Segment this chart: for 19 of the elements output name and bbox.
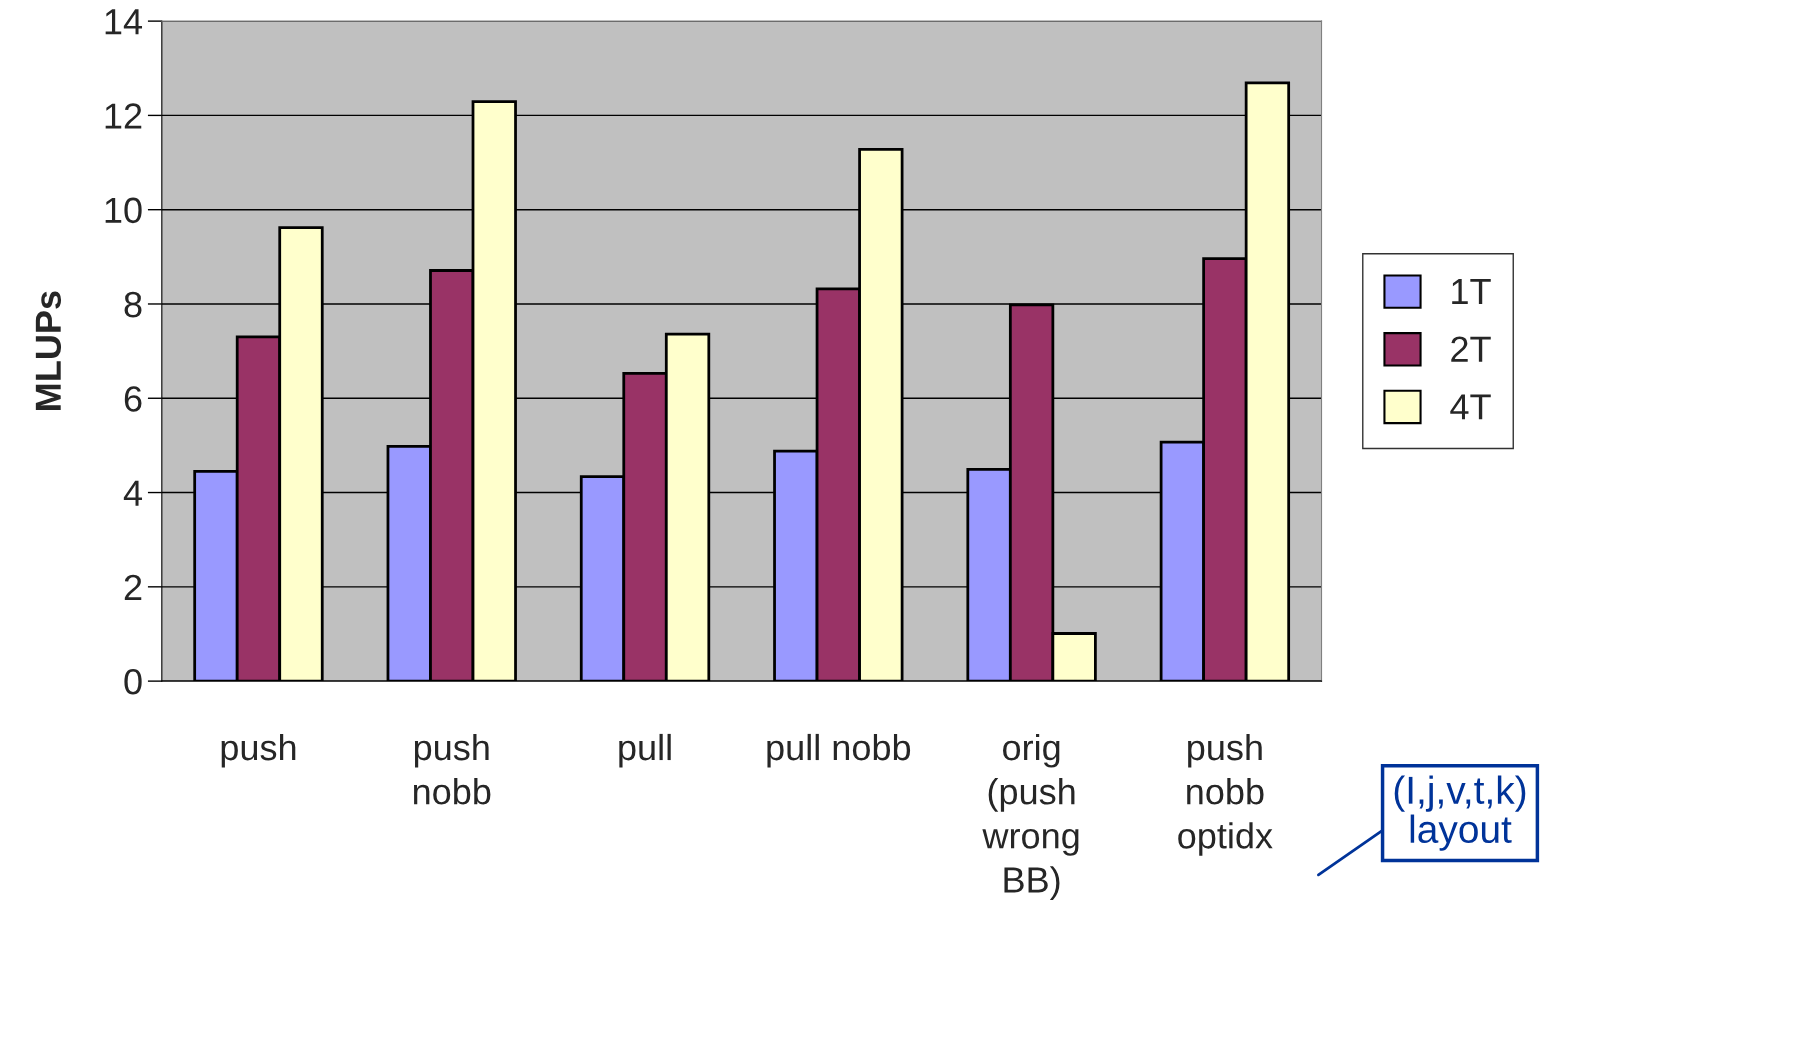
legend-label: 1T xyxy=(1452,279,1491,304)
y-tick-label: 12 xyxy=(105,103,142,129)
x-tick-label: push nobb xyxy=(413,733,491,805)
legend-label: 2T xyxy=(1451,336,1491,362)
y-tick-label: 10 xyxy=(105,197,142,224)
x-tick-label: push nobb optidx xyxy=(1178,733,1273,856)
y-tick-label: 4 xyxy=(123,480,143,506)
legend-label: 4T xyxy=(1450,394,1491,420)
x-tick-label: pull xyxy=(619,733,671,768)
y-axis-title: MLUPs xyxy=(35,291,62,410)
y-tick-label: 0 xyxy=(124,668,142,695)
x-tick-label: push xyxy=(221,733,296,768)
y-tick-label: 14 xyxy=(105,9,143,35)
y-tick-label: 8 xyxy=(124,291,142,318)
y-tick-label: 2 xyxy=(124,574,142,600)
x-tick-label: orig (push wrong BB) xyxy=(982,733,1079,900)
x-tick-label: pull nobb xyxy=(767,733,911,768)
text: (I,j,v,t,k) layout xyxy=(1394,775,1526,851)
y-tick-label: 6 xyxy=(124,386,142,412)
